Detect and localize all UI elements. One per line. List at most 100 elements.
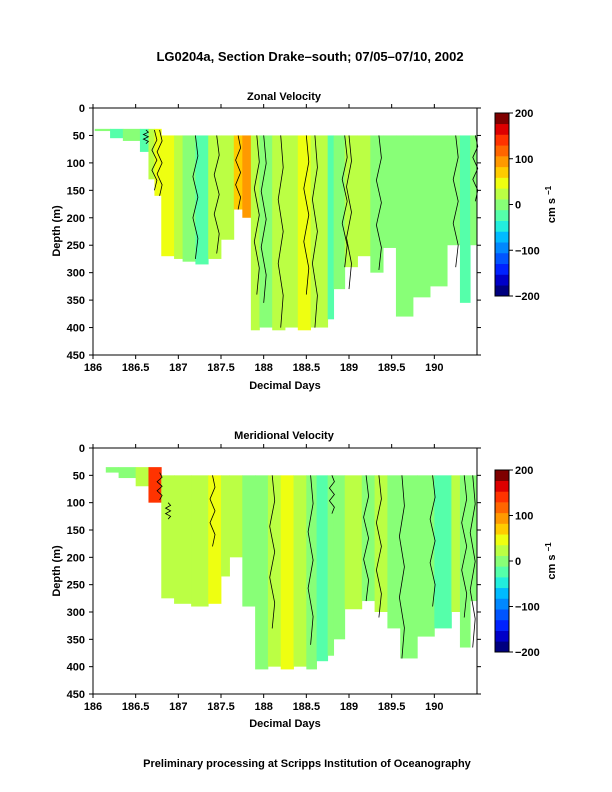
velocity-column-18 [333,475,346,640]
colorbar-unit-exponent: −1 [544,542,553,552]
colorbar-tick-label-0: 200 [515,108,533,120]
contour-line-14 [452,135,459,268]
meridional-axes-frame [92,447,478,695]
contour-line-8 [398,475,405,659]
velocity-column-31 [470,135,478,246]
velocity-column-26 [451,475,461,612]
y-tick-label-5: 250 [67,240,85,252]
contour-line-1 [151,129,158,191]
zonal-x-axis-label: Decimal Days [249,380,321,392]
velocity-column-29 [447,135,461,246]
colorbar-swatch-4 [495,598,509,610]
colorbar-swatch-15 [495,480,509,492]
x-tick-label-6: 189 [340,362,358,374]
velocity-column-11 [221,135,235,240]
contour-line-7 [375,475,382,618]
contour-line-2 [209,475,216,547]
colorbar-swatch-9 [495,544,509,556]
velocity-column-0 [105,467,119,473]
y-tick-label-1: 50 [73,470,85,482]
velocity-column-19 [344,475,363,610]
contour-line-1 [164,502,172,520]
contour-line-11 [469,475,476,648]
colorbar-swatch-0 [495,641,509,653]
velocity-column-24 [417,475,435,637]
velocity-column-16 [272,135,286,331]
velocity-column-13 [280,475,294,670]
contour-line-11 [341,135,348,268]
x-tick-label-8: 190 [425,701,443,713]
y-tick-label-0: 0 [79,443,85,455]
colorbar-unit-exponent: −1 [544,185,553,195]
y-tick-label-3: 150 [67,525,85,537]
velocity-column-14 [293,475,307,667]
velocity-column-16 [316,475,329,662]
velocity-column-19 [310,135,329,328]
colorbar-swatch-11 [495,523,509,535]
colorbar-swatch-10 [495,534,509,546]
meridional-velocity-panel: Meridional Velocity 186 186.5 187 187.5 188 1… [51,430,481,730]
colorbar-swatch-14 [495,134,509,146]
colorbar-swatch-1 [495,630,509,642]
y-tick-label-3: 150 [67,185,85,197]
velocity-column-6 [191,475,209,607]
meridional-colorbar: 200 100 0 −100 −200 cm s −1 [494,465,558,659]
y-tick-label-0: 0 [79,103,85,115]
velocity-column-28 [430,135,448,287]
velocity-column-25 [434,475,452,629]
colorbar-tick-label-1: 100 [515,511,533,523]
x-tick-label-1: 186.5 [122,362,150,374]
velocity-column-24 [370,135,384,273]
y-tick-label-1: 50 [73,130,85,142]
y-tick-label-8: 400 [67,662,85,674]
contour-line-13 [375,135,382,270]
zonal-axes-frame [92,107,478,356]
x-tick-label-3: 187.5 [207,362,235,374]
colorbar-swatch-5 [495,231,509,243]
y-tick-label-4: 200 [67,213,85,225]
colorbar-swatch-0 [495,285,509,297]
x-tick-label-8: 190 [425,362,443,374]
colorbar-swatch-1 [495,274,509,286]
velocity-column-28 [470,475,478,602]
x-tick-label-3: 187.5 [207,701,235,713]
colorbar-unit-base: cm s [546,551,558,579]
colorbar-tick-label-3: −100 [515,602,540,614]
meridional-data-layer [105,467,478,670]
velocity-column-25 [383,135,397,248]
colorbar-tick-label-4: −200 [515,291,540,303]
contour-line-5 [235,135,242,210]
y-tick-label-8: 400 [67,323,85,335]
colorbar-swatch-4 [495,242,509,254]
contour-line-2 [156,129,163,196]
velocity-column-1 [118,467,137,479]
velocity-column-4 [148,128,155,180]
velocity-column-20 [327,135,335,320]
y-tick-label-7: 350 [67,634,85,646]
colorbar-swatch-8 [495,199,509,211]
x-tick-label-2: 187 [169,701,187,713]
y-tick-label-4: 200 [67,552,85,564]
velocity-column-11 [255,475,269,670]
x-tick-label-5: 188.5 [293,362,321,374]
contour-line-6 [253,135,260,295]
zonal-data-layer [94,128,479,331]
contour-line-0 [142,129,150,144]
contour-line-3 [269,475,276,629]
velocity-column-9 [229,475,243,558]
velocity-column-1 [110,128,124,139]
velocity-column-9 [195,135,209,265]
velocity-column-21 [333,135,346,290]
x-tick-label-0: 186 [84,701,102,713]
contour-line-9 [303,135,310,295]
velocity-column-22 [387,475,401,629]
velocity-column-14 [250,135,260,331]
velocity-column-4 [161,475,175,599]
contour-line-12 [346,135,352,290]
zonal-y-axis-label: Depth (m) [51,205,63,257]
y-tick-label-9: 450 [67,689,85,701]
colorbar-swatch-13 [495,145,509,157]
meridional-x-axis-label: Decimal Days [249,718,321,730]
velocity-column-23 [357,135,371,257]
